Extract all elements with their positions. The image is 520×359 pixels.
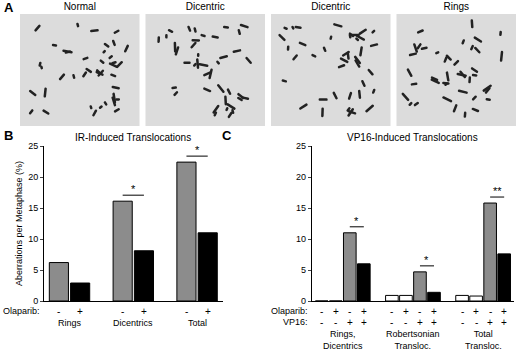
svg-text:*: * xyxy=(424,254,429,266)
svg-text:-: - xyxy=(489,306,492,317)
svg-text:Olaparib:: Olaparib: xyxy=(3,306,40,316)
svg-text:VP16-Induced Translocations: VP16-Induced Translocations xyxy=(347,132,478,143)
svg-text:+: + xyxy=(347,317,353,328)
svg-text:+: + xyxy=(333,306,339,317)
svg-text:+: + xyxy=(501,306,507,317)
svg-text:TotalTransloc.: TotalTransloc. xyxy=(465,329,502,351)
svg-text:15: 15 xyxy=(296,203,306,213)
svg-text:15: 15 xyxy=(28,203,38,213)
svg-text:-: - xyxy=(121,306,124,317)
svg-text:-: - xyxy=(334,317,337,328)
svg-text:5: 5 xyxy=(33,265,38,275)
svg-text:-: - xyxy=(320,306,323,317)
svg-text:+: + xyxy=(501,317,507,328)
svg-text:+: + xyxy=(205,306,211,317)
svg-text:-: - xyxy=(404,317,407,328)
svg-text:Rings: Rings xyxy=(443,1,469,12)
svg-text:+: + xyxy=(141,306,147,317)
svg-text:*: * xyxy=(195,144,200,156)
svg-text:-: - xyxy=(461,306,464,317)
svg-text:20: 20 xyxy=(28,172,38,182)
svg-text:Dicentrics: Dicentrics xyxy=(113,318,153,328)
svg-text:Aberrations per Metaphase (%): Aberrations per Metaphase (%) xyxy=(14,161,24,286)
svg-text:25: 25 xyxy=(296,141,306,151)
svg-text:5: 5 xyxy=(301,265,306,275)
svg-text:-: - xyxy=(390,317,393,328)
svg-text:25: 25 xyxy=(28,141,38,151)
svg-text:-: - xyxy=(57,306,60,317)
svg-text:*: * xyxy=(354,215,359,227)
svg-text:IR-Induced Translocations: IR-Induced Translocations xyxy=(75,132,191,143)
svg-text:+: + xyxy=(487,317,493,328)
svg-text:+: + xyxy=(417,317,423,328)
svg-text:-: - xyxy=(475,317,478,328)
svg-text:+: + xyxy=(77,306,83,317)
svg-text:-: - xyxy=(390,306,393,317)
svg-text:+: + xyxy=(473,306,479,317)
svg-text:*: * xyxy=(131,183,136,195)
svg-text:+: + xyxy=(431,317,437,328)
html-text:A: A xyxy=(4,0,14,15)
svg-text:0: 0 xyxy=(33,296,38,306)
svg-text:-: - xyxy=(461,317,464,328)
svg-text:+: + xyxy=(361,306,367,317)
svg-text:10: 10 xyxy=(296,234,306,244)
svg-text:Olaparib:: Olaparib: xyxy=(271,306,308,316)
svg-text:-: - xyxy=(320,317,323,328)
svg-text:Dicentric: Dicentric xyxy=(311,1,350,12)
svg-text:-: - xyxy=(348,306,351,317)
svg-text:**: ** xyxy=(493,185,502,197)
svg-text:20: 20 xyxy=(296,172,306,182)
svg-text:0: 0 xyxy=(301,296,306,306)
svg-text:+: + xyxy=(403,306,409,317)
svg-text:-: - xyxy=(418,306,421,317)
svg-text:Rings: Rings xyxy=(58,318,82,328)
svg-text:Total: Total xyxy=(188,318,207,328)
svg-text:-: - xyxy=(185,306,188,317)
svg-text:10: 10 xyxy=(28,234,38,244)
svg-text:+: + xyxy=(431,306,437,317)
svg-text:Dicentric: Dicentric xyxy=(186,1,225,12)
html-text:B: B xyxy=(4,128,14,143)
svg-text:VP16:: VP16: xyxy=(283,317,308,327)
svg-text:Rings,Dicentrics: Rings,Dicentrics xyxy=(323,329,363,351)
svg-text:+: + xyxy=(361,317,367,328)
svg-text:Normal: Normal xyxy=(64,1,96,12)
svg-text:RobertsonianTransloc.: RobertsonianTransloc. xyxy=(386,329,440,351)
html-text:C: C xyxy=(222,128,232,143)
